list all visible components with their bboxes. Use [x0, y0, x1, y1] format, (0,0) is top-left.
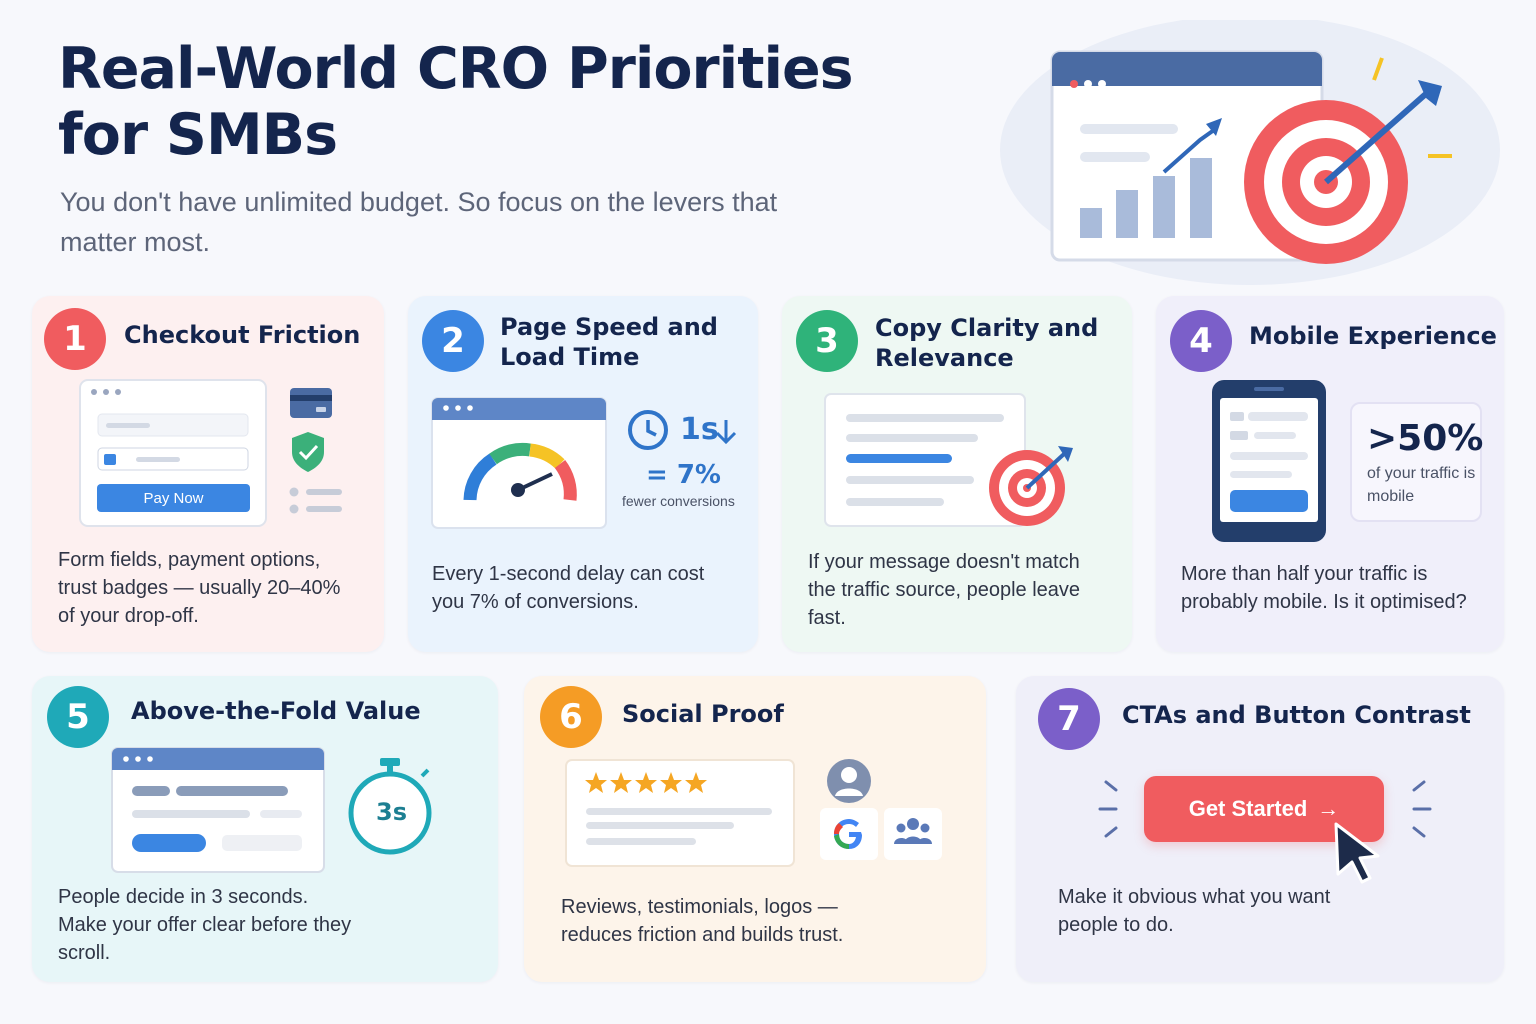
landing-page-illustration — [111, 747, 325, 873]
card-title: Page Speed and Load Time — [500, 313, 718, 371]
get-started-button[interactable]: Get Started → — [1144, 776, 1384, 842]
card-description: More than half your traffic is probably … — [1181, 563, 1467, 613]
lock-icon — [104, 454, 116, 465]
card-description: If your message doesn't match the traffi… — [808, 551, 1081, 629]
card-title: Mobile Experience — [1249, 322, 1497, 350]
card-title: Copy Clarity and Relevance — [875, 314, 1099, 372]
card-title: Social Proof — [622, 700, 784, 728]
mobile-stat-value: >50% — [1367, 418, 1484, 459]
gauge-icon — [463, 442, 577, 501]
mobile-stat-box: >50% of your traffic is mobile — [1350, 402, 1484, 522]
shield-check-icon — [292, 432, 324, 472]
user-avatar-icon — [827, 759, 871, 803]
card-number-badge: 5 — [47, 686, 109, 748]
card-number-badge: 2 — [422, 310, 484, 372]
get-started-label: Get Started — [1188, 796, 1308, 821]
attention-rays-icon — [1098, 780, 1432, 838]
target-icon — [989, 446, 1073, 526]
card-title: Checkout Friction — [124, 321, 361, 349]
credit-card-icon — [290, 388, 332, 418]
pay-now-button[interactable]: Pay Now — [97, 484, 250, 512]
card-title: Above-the-Fold Value — [131, 697, 421, 725]
target-icon — [1244, 57, 1452, 264]
card-description: People decide in 3 seconds. Make your of… — [58, 886, 352, 964]
arrow-right-icon: → — [1317, 796, 1340, 821]
card-number-badge: 1 — [44, 308, 106, 370]
star-rating-icon — [585, 772, 707, 793]
speedometer-illustration — [431, 397, 607, 529]
card-title: CTAs and Button Contrast — [1122, 701, 1471, 729]
page-subtitle: You don't have unlimited budget. So focu… — [60, 187, 778, 257]
card-number-badge: 6 — [540, 686, 602, 748]
copy-illustration — [824, 393, 1073, 527]
mobile-stat-caption: of your traffic is mobile — [1367, 465, 1476, 505]
hero-illustration — [1000, 20, 1500, 285]
review-illustration — [565, 759, 942, 867]
card-number-badge: 3 — [796, 310, 858, 372]
delay-stat: 1s — [680, 412, 719, 447]
group-users-icon — [894, 818, 932, 844]
arrow-down-icon — [715, 420, 737, 445]
card-description: Every 1-second delay can cost you 7% of … — [432, 563, 705, 613]
smartphone-icon — [1212, 380, 1326, 542]
google-icon — [834, 819, 862, 849]
card-description: Form fields, payment options, trust badg… — [58, 549, 341, 627]
cursor-pointer-icon — [1334, 822, 1380, 884]
timer-label: 3s — [376, 798, 407, 826]
card-number-badge: 4 — [1170, 310, 1232, 372]
card-number-badge: 7 — [1038, 688, 1100, 750]
stopwatch-icon — [348, 758, 432, 855]
percent-stat: = 7% — [646, 460, 721, 490]
page-title: Real-World CRO Priorities for SMBs — [58, 36, 854, 168]
card-description: Reviews, testimonials, logos — reduces f… — [561, 896, 844, 946]
clock-icon — [628, 410, 668, 450]
stat-caption: fewer conversions — [622, 493, 735, 509]
card-description: Make it obvious what you want people to … — [1058, 886, 1331, 936]
